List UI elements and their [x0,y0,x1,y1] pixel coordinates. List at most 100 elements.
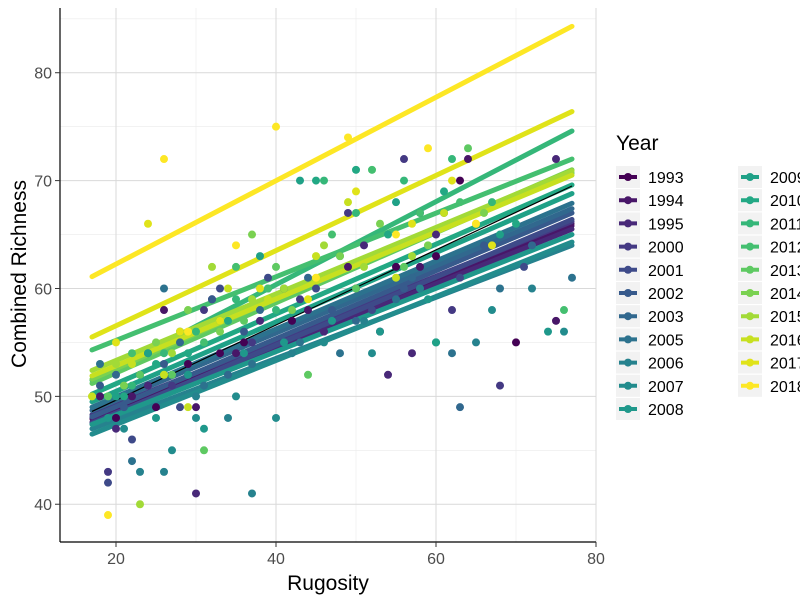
data-point-2011 [448,155,456,164]
data-point-2018 [184,327,192,336]
data-point-2002 [480,241,488,250]
fit-line-2012 [89,156,575,353]
data-point-2018 [472,219,480,228]
data-point-2000 [400,155,408,164]
data-point-2011 [160,349,168,358]
legend-label: 1995 [648,216,684,233]
data-point-2001 [264,273,272,282]
data-point-2014 [288,306,296,315]
data-point-2007 [272,413,280,422]
legend-item-2014: 2014 [738,282,800,304]
data-point-1994 [192,403,200,412]
legend-item-2013: 2013 [738,258,800,281]
data-point-2007 [168,446,176,455]
legend-key-point [624,242,632,251]
legend-label: 2002 [648,286,684,303]
data-point-1994 [416,262,424,271]
legend-label: 2000 [648,240,684,257]
data-point-2015 [280,284,288,293]
data-point-2000 [248,338,256,347]
data-point-2011 [320,176,328,185]
data-point-2009 [496,230,504,239]
data-point-2003 [224,370,232,379]
legend-label: 2014 [770,286,800,303]
data-point-2009 [296,176,304,185]
legend: Year 1993 1994 1995 2000 2001 2002 2003 2005 200… [616,132,800,420]
data-point-2014 [152,338,160,347]
legend-item-2009: 2009 [738,166,800,188]
data-point-2001 [456,273,464,282]
data-point-2002 [160,360,168,368]
data-point-2010 [512,219,520,228]
data-point-1994 [96,392,104,401]
data-point-2008 [152,413,160,422]
legend-key-point [624,405,632,413]
data-point-2000 [200,306,208,315]
data-point-2008 [200,424,208,433]
x-tick-label: 60 [427,551,445,568]
data-point-2012 [368,165,376,174]
legend-label: 2006 [648,356,684,373]
data-point-1995 [432,230,440,239]
data-point-1993 [512,338,520,347]
legend-label: 2005 [648,332,684,349]
data-point-2016 [392,273,400,282]
data-point-2000 [496,381,504,390]
data-point-2015 [360,262,368,271]
data-point-2012 [232,262,240,271]
data-point-2008 [328,316,336,325]
data-point-2005 [96,360,104,368]
data-point-2015 [136,500,144,509]
legend-item-2001: 2001 [616,258,684,281]
legend-key-point [746,381,754,390]
data-point-2013 [136,370,144,379]
data-point-2013 [272,262,280,271]
data-point-2018 [104,511,112,520]
legend-label: 2013 [770,263,800,280]
legend-key-point [746,265,754,274]
data-point-2018 [272,122,280,131]
data-point-2009 [392,198,400,207]
fit-line-2009 [89,191,575,405]
data-point-2016 [264,295,272,304]
data-point-2011 [400,176,408,185]
legend-label: 2011 [770,216,800,233]
data-point-2007 [320,338,328,347]
data-point-2002 [208,295,216,304]
data-point-2017 [408,219,416,228]
data-point-2015 [320,241,328,250]
fit-line-2016 [89,172,575,379]
data-point-2017 [176,327,184,336]
data-point-2016 [344,198,352,207]
data-point-2012 [264,284,272,293]
x-tick-label: 40 [267,551,285,568]
legend-item-2007: 2007 [616,374,684,397]
legend-item-2005: 2005 [616,328,684,351]
legend-label: 1993 [648,170,684,187]
data-point-2013 [200,446,208,455]
data-point-2002 [96,381,104,390]
data-point-2007 [192,413,200,422]
data-point-1995 [384,370,392,379]
data-point-2014 [184,306,192,315]
data-point-1995 [144,381,152,390]
data-point-1994 [552,316,560,325]
data-point-1995 [360,241,368,250]
data-point-2002 [328,306,336,315]
data-point-2016 [440,208,448,217]
data-point-2006 [416,284,424,293]
x-tick-label: 20 [107,551,125,568]
data-point-2003 [176,338,184,347]
data-point-2005 [568,273,576,282]
data-point-2010 [352,165,360,174]
legend-item-2018: 2018 [738,374,800,397]
data-point-2016 [128,360,136,368]
y-axis-title: Combined Richness [8,180,31,368]
data-point-1994 [128,392,136,401]
data-point-2009 [112,392,120,401]
data-point-2014 [336,252,344,261]
data-point-2008 [104,413,112,422]
data-point-2003 [304,273,312,282]
legend-key-point [746,358,754,367]
